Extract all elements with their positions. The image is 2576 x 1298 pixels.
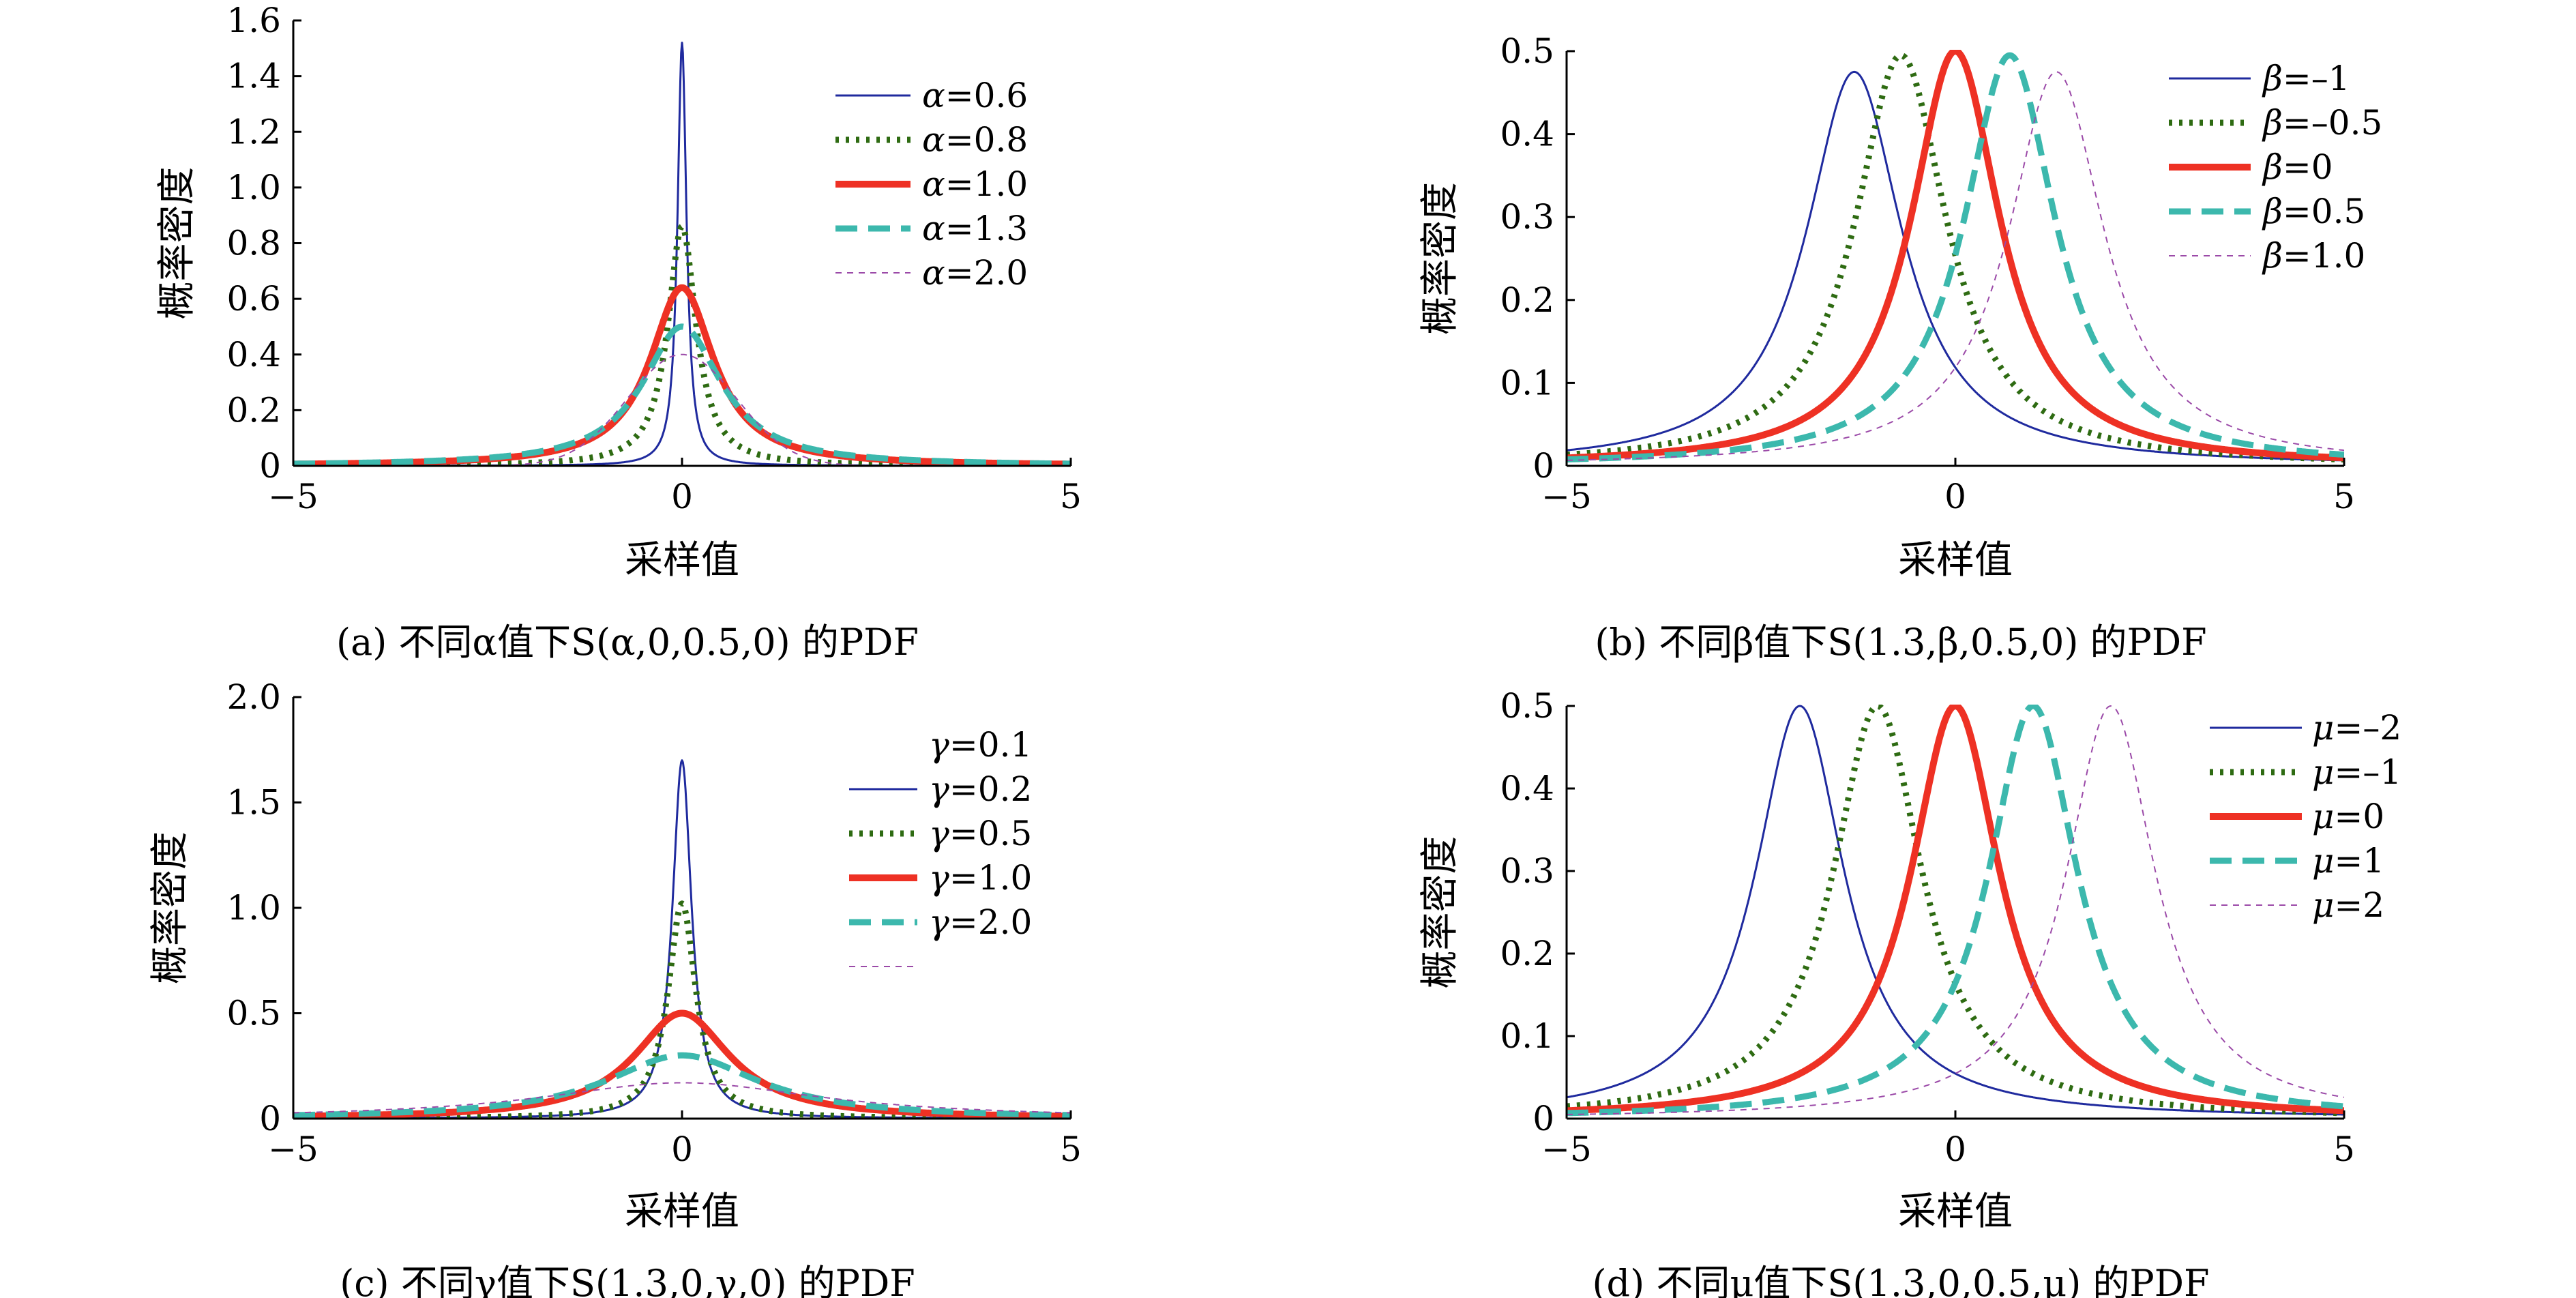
legend-label: α=1.0 — [922, 164, 1028, 204]
y-tick-label: 0.4 — [1500, 769, 1554, 808]
y-axis-title: 概率密度 — [148, 831, 192, 984]
x-tick-label: 0 — [1944, 1130, 1966, 1169]
series-line-fine-dashed — [293, 1082, 1071, 1114]
series-line-dashed — [293, 323, 1071, 466]
y-tick-label: 1.6 — [226, 1, 281, 40]
legend-label: μ=–2 — [2312, 708, 2401, 748]
legend-label: γ=0.1 — [929, 725, 1032, 765]
series-line-dotted — [293, 900, 1071, 1119]
x-axis-title: 采样值 — [625, 1190, 739, 1234]
y-tick-label: 0.2 — [226, 390, 281, 430]
x-tick-label: −5 — [268, 1130, 319, 1169]
series-line-fine-dashed — [293, 353, 1071, 466]
x-axis-title: 采样值 — [625, 538, 739, 582]
chart-panel-a: 00.20.40.60.81.01.21.41.6−5 0 5采样值概率密度(a) … — [155, 1, 1082, 664]
y-tick-label: 1.5 — [226, 783, 281, 823]
y-tick-label: 2.0 — [226, 677, 281, 717]
series-line-thick — [293, 1009, 1071, 1119]
chart-caption: (c) 不同γ值下S(1.3,0,γ,0) 的PDF — [340, 1262, 915, 1298]
legend-label: μ=1 — [2312, 841, 2384, 881]
x-tick-label: −5 — [1541, 477, 1592, 516]
chart-caption: (a) 不同α值下S(α,0,0.5,0) 的PDF — [336, 621, 919, 664]
x-tick-label: 5 — [2333, 1130, 2355, 1169]
y-tick-label: 0.1 — [1500, 1016, 1554, 1056]
series-line-thick — [1567, 705, 2344, 1115]
legend-label: μ=2 — [2312, 885, 2384, 925]
legend-label: β=0 — [2262, 147, 2333, 187]
series-line-dashed — [1567, 705, 2344, 1117]
y-tick-label: 1.4 — [226, 57, 281, 96]
series-line-dashed — [293, 1052, 1071, 1119]
series-line-fine-dashed — [1567, 71, 2344, 461]
y-tick-label: 0.4 — [1500, 115, 1554, 154]
y-tick-label: 0 — [259, 1099, 281, 1138]
series-line-fine-dashed — [1567, 705, 2344, 1115]
y-tick-label: 0.4 — [226, 335, 281, 374]
x-tick-label: 5 — [1060, 1130, 1082, 1169]
legend-label: μ=0 — [2312, 797, 2384, 836]
y-tick-label: 0.3 — [1500, 851, 1554, 891]
legend-label: β=0.5 — [2262, 192, 2365, 231]
y-tick-label: 1.0 — [226, 888, 281, 928]
legend: γ=0.1γ=0.2 γ=0.5 γ=1.0γ=2.0 — [849, 725, 1032, 967]
series-group — [1567, 705, 2344, 1117]
y-axis-title: 概率密度 — [1418, 182, 1462, 335]
series-line-thick — [293, 284, 1071, 466]
y-tick-label: 0.2 — [1500, 280, 1554, 320]
legend: μ=–2μ=–1 μ=0 μ=1μ=2 — [2210, 708, 2401, 925]
y-tick-label: 1.0 — [226, 168, 281, 207]
y-tick-label: 1.2 — [226, 112, 281, 151]
series-line-dashed — [1567, 52, 2344, 462]
x-tick-label: 0 — [671, 477, 693, 516]
y-tick-label: 0 — [1533, 446, 1554, 486]
y-tick-label: 0.2 — [1500, 934, 1554, 973]
y-tick-label: 0 — [259, 446, 281, 486]
y-tick-label: 0.5 — [1500, 686, 1554, 726]
series-line-thin — [1567, 705, 2344, 1116]
y-tick-label: 0.6 — [226, 279, 281, 319]
y-axis-title: 概率密度 — [155, 167, 199, 320]
legend-label: γ=0.2 — [929, 769, 1032, 809]
legend-label: α=0.6 — [922, 76, 1028, 115]
legend-label: β=–1 — [2262, 59, 2350, 98]
y-tick-label: 0.3 — [1500, 197, 1554, 237]
legend-label: β=1.0 — [2262, 236, 2365, 276]
series-line-dotted — [1567, 52, 2344, 462]
legend-label: α=1.3 — [922, 209, 1028, 248]
chart-caption: (b) 不同β值下S(1.3,β,0.5,0) 的PDF — [1595, 621, 2206, 664]
series-group — [1567, 50, 2344, 462]
x-tick-label: 5 — [1060, 477, 1082, 516]
y-tick-label: 0.5 — [1500, 31, 1554, 71]
legend-label: β=–0.5 — [2262, 103, 2382, 143]
legend: α=0.6 α=0.8α=1.0 α=1.3 α=2.0 — [835, 76, 1028, 293]
legend-label: α=0.8 — [922, 120, 1028, 160]
y-tick-label: 0.5 — [226, 994, 281, 1033]
legend: β=–1 β=–0.5β=0 β=0.5 β=1.0 — [2169, 59, 2382, 276]
x-tick-label: 0 — [1944, 477, 1966, 516]
x-tick-label: −5 — [268, 477, 319, 516]
legend-label: γ=2.0 — [929, 902, 1032, 942]
legend-label: γ=1.0 — [929, 858, 1032, 898]
series-line-dotted — [1567, 705, 2344, 1117]
legend-label: α=2.0 — [922, 253, 1028, 293]
y-tick-label: 0.1 — [1500, 363, 1554, 402]
y-tick-label: 0 — [1533, 1099, 1554, 1138]
x-tick-label: 0 — [671, 1130, 693, 1169]
x-axis-title: 采样值 — [1898, 538, 2013, 582]
x-axis-title: 采样值 — [1898, 1190, 2013, 1234]
x-tick-label: −5 — [1541, 1130, 1592, 1169]
series-line-thin — [1567, 70, 2344, 462]
y-tick-label: 0.8 — [226, 224, 281, 263]
series-line-thick — [1567, 50, 2344, 462]
legend-label: γ=0.5 — [929, 814, 1032, 853]
x-tick-label: 5 — [2333, 477, 2355, 516]
y-axis-title: 概率密度 — [1418, 836, 1462, 989]
legend-label: μ=–1 — [2312, 752, 2401, 792]
chart-caption: (d) 不同μ值下S(1.3,0,0.5,μ) 的PDF — [1592, 1262, 2209, 1298]
